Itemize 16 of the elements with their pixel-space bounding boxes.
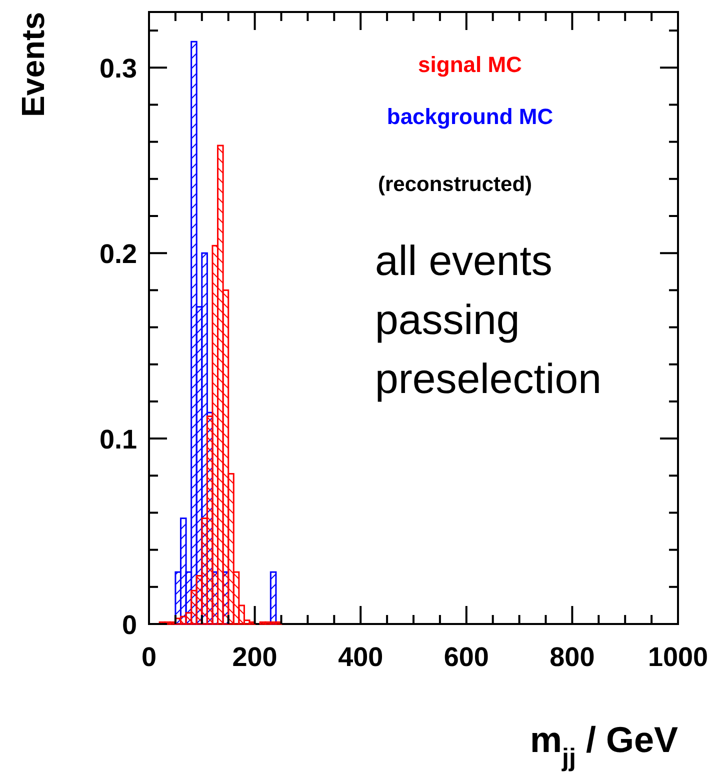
x-tick-label: 0 — [141, 642, 157, 672]
text: signal MC — [418, 52, 522, 77]
y-tick-label: 0.1 — [99, 424, 137, 455]
y-tick-label: 0.2 — [99, 239, 137, 270]
annotation: all events passing preselection — [375, 237, 602, 402]
x-tick-label: 1000 — [648, 642, 708, 672]
annotation: (reconstructed) — [378, 173, 532, 196]
y-axis-title: Events — [15, 12, 51, 117]
y-tick-label: 0 — [122, 610, 137, 640]
text: background MC — [386, 104, 554, 129]
x-tick-label: 600 — [444, 642, 489, 672]
x-tick-label: 200 — [232, 642, 278, 672]
x-tick-label: 800 — [550, 642, 595, 672]
x-axis-title: m$_{jj}$ / GeV — [530, 719, 678, 772]
y-tick-label: 0.3 — [99, 54, 137, 84]
x-tick-label: 400 — [338, 642, 384, 672]
